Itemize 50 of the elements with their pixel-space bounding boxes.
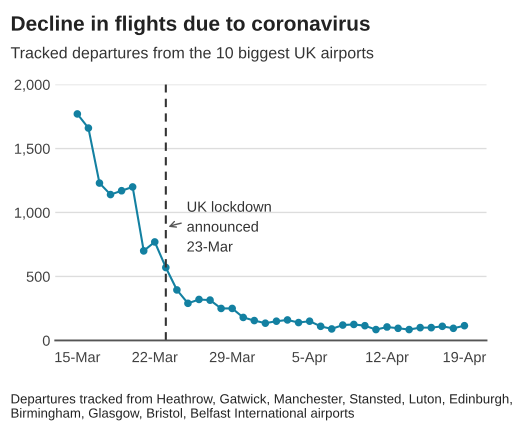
point xyxy=(96,179,104,187)
point xyxy=(184,300,192,308)
point xyxy=(217,304,225,312)
chart-title: Decline in flights due to coronavirus xyxy=(12,16,370,36)
point xyxy=(150,238,159,246)
y-tick-label: 1,500 xyxy=(14,144,50,156)
point xyxy=(173,286,181,294)
point xyxy=(306,317,314,326)
point xyxy=(405,326,413,334)
point xyxy=(228,304,236,312)
text: Departures tracked from Heathrow, Gatwick, Manchester, Stansted, Luton, Edinburgh, Birmingham, Glasgow, Bristol, Belfast International airports xyxy=(12,394,512,420)
point xyxy=(250,316,258,324)
y-tick-label: 0 xyxy=(42,336,50,346)
point xyxy=(106,190,114,198)
annotation: UK lockdown announced 23-Mar xyxy=(187,201,271,252)
point xyxy=(361,322,369,330)
y-tick-label: 2,000 xyxy=(14,80,50,92)
point xyxy=(284,316,292,324)
point xyxy=(328,325,336,333)
point xyxy=(350,320,358,328)
point xyxy=(338,321,347,329)
y-tick-label: 500 xyxy=(26,272,50,282)
point xyxy=(316,322,324,330)
chart-subtitle: Tracked departures from the 10 biggest UK airports xyxy=(10,46,374,62)
x-tick-label: 15-Mar xyxy=(55,352,100,362)
point xyxy=(394,324,402,332)
point xyxy=(74,110,82,118)
point xyxy=(416,324,424,332)
point xyxy=(239,314,248,322)
point xyxy=(84,124,92,132)
point xyxy=(118,186,126,195)
point xyxy=(438,322,446,330)
point xyxy=(206,296,214,304)
x-tick-label: 22-Mar xyxy=(132,352,178,362)
point xyxy=(460,322,468,330)
point xyxy=(140,247,148,255)
point xyxy=(195,296,203,304)
x-tick-label: 29-Mar xyxy=(210,352,256,362)
x-tick-label: 19-Apr xyxy=(444,352,486,366)
point xyxy=(383,323,391,331)
x-tick-label: 12-Apr xyxy=(366,352,409,366)
point xyxy=(272,317,280,326)
y-tick-label: 1,000 xyxy=(14,208,50,220)
point xyxy=(372,326,380,334)
point xyxy=(427,324,436,332)
x-tick-label: 5-Apr xyxy=(292,352,328,366)
point xyxy=(450,324,458,332)
point xyxy=(294,318,302,326)
point xyxy=(262,319,270,327)
point xyxy=(128,183,136,191)
